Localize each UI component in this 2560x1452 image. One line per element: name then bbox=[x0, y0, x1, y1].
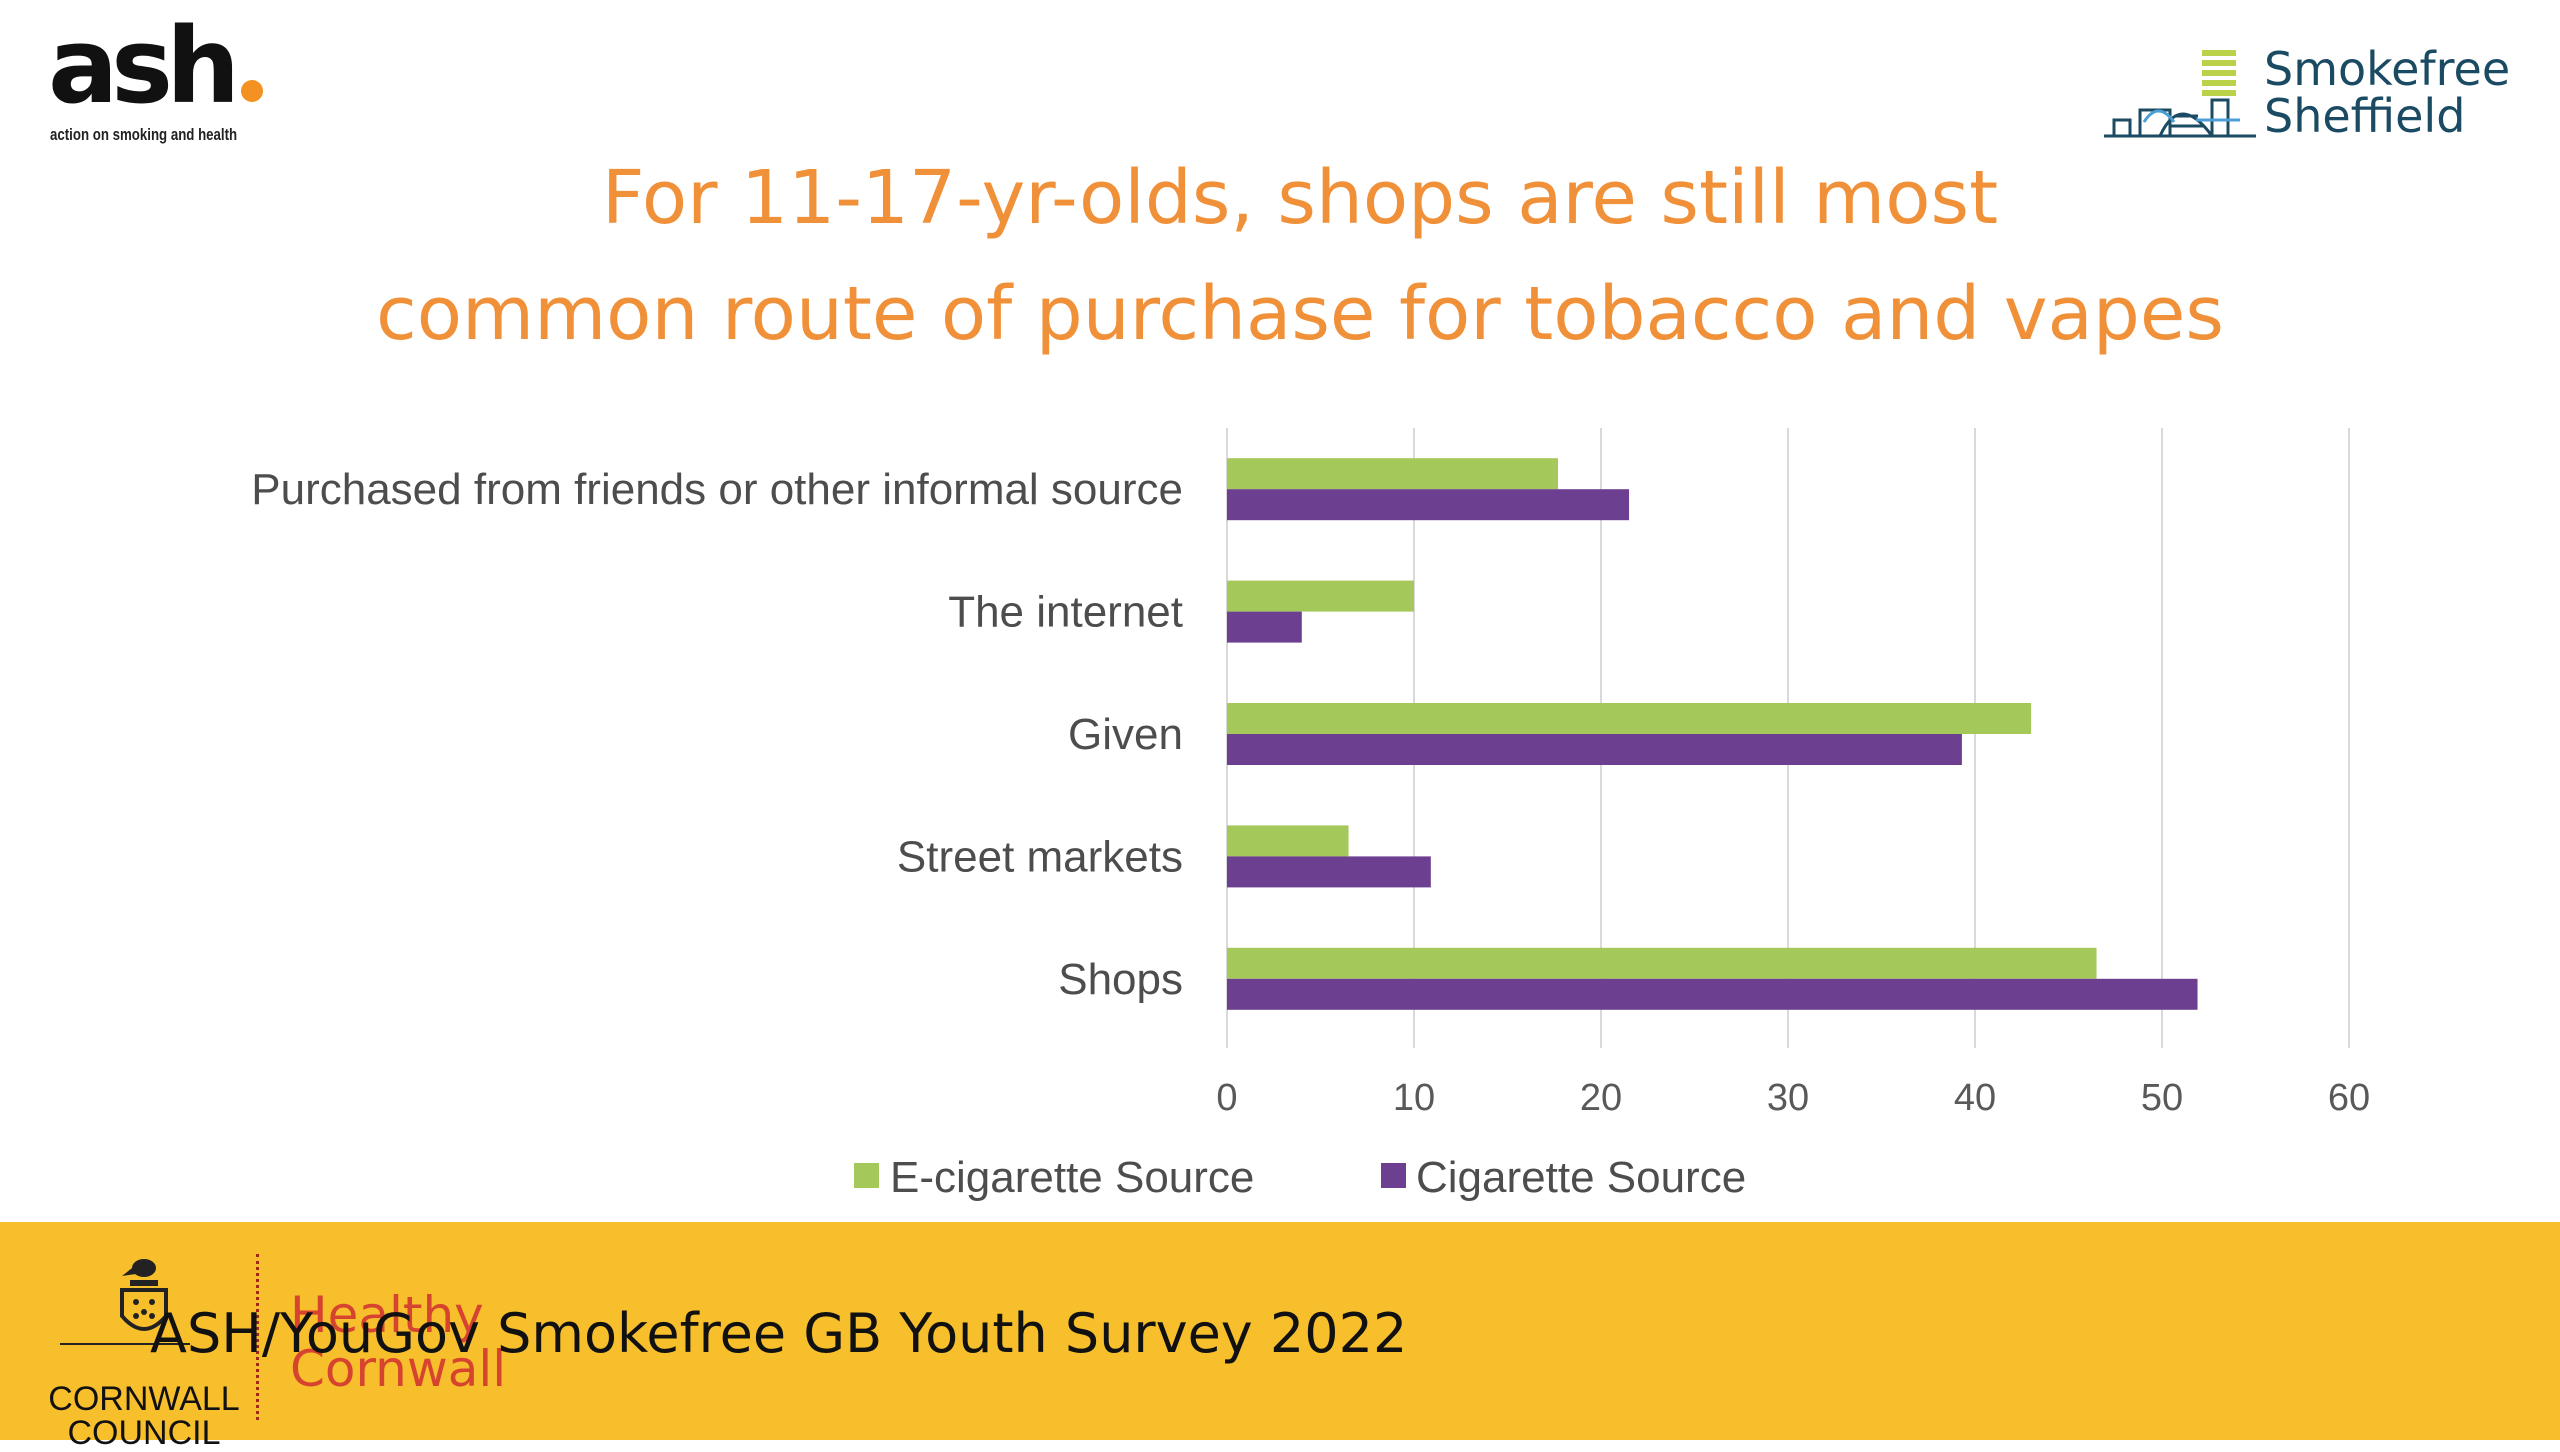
source-citation: ASH/YouGov Smokefree GB Youth Survey 202… bbox=[150, 1302, 1408, 1365]
healthy-cornwall-logo: Healthy Cornwall bbox=[290, 1288, 506, 1396]
bar-cigarette bbox=[1227, 856, 1431, 888]
cornwall-council-logo: CORNWALL COUNCIL bbox=[20, 1246, 260, 1450]
category-label: The internet bbox=[948, 588, 1183, 637]
category-label: Given bbox=[1068, 710, 1183, 759]
bar-cigarette bbox=[1227, 734, 1962, 765]
legend-label: E-cigarette Source bbox=[890, 1153, 1254, 1202]
chart-legend: E-cigarette Source Cigarette Source bbox=[854, 1153, 1746, 1202]
healthy-word: Healthy bbox=[290, 1286, 484, 1344]
ash-logo-tagline: action on smoking and health bbox=[50, 125, 238, 144]
bar-ecigarette bbox=[1227, 703, 2032, 734]
bar-ecigarette bbox=[1227, 947, 2097, 979]
legend-label: Cigarette Source bbox=[1416, 1153, 1746, 1202]
x-tick-label: 10 bbox=[1393, 1077, 1435, 1119]
bar-cigarette bbox=[1227, 489, 1630, 521]
x-tick-label: 40 bbox=[1954, 1077, 1996, 1119]
bar-cigarette bbox=[1227, 611, 1302, 643]
title-line-1: For 11-17-yr-olds, shops are still most bbox=[601, 155, 1999, 241]
cornwall-partner-word: Cornwall bbox=[290, 1340, 507, 1398]
chart-bars bbox=[1227, 458, 2198, 1010]
ash-logo: ash action on smoking and health bbox=[48, 14, 268, 152]
sheffield-word: Sheffield bbox=[2264, 89, 2466, 143]
footer-bar: CORNWALL COUNCIL Healthy Cornwall ASH/Yo… bbox=[0, 1222, 2560, 1450]
ash-logo-dot bbox=[241, 80, 264, 102]
bar-ecigarette bbox=[1227, 580, 1414, 612]
council-word: COUNCIL bbox=[67, 1414, 221, 1452]
x-tick-label: 30 bbox=[1767, 1077, 1809, 1119]
ash-logo-word: ash bbox=[48, 14, 264, 118]
x-tick-label: 20 bbox=[1580, 1077, 1622, 1119]
category-label: Purchased from friends or other informal… bbox=[251, 465, 1183, 514]
bar-ecigarette bbox=[1227, 458, 1558, 490]
x-tick-label: 60 bbox=[2328, 1077, 2370, 1119]
smokefree-word: Smokefree bbox=[2264, 42, 2511, 96]
x-tick-label: 50 bbox=[2141, 1077, 2183, 1119]
logo-divider bbox=[256, 1254, 259, 1420]
x-axis-tick-labels: 0 10 20 30 40 50 60 bbox=[1216, 1077, 2370, 1119]
smokefree-sheffield-logo: Smokefree Sheffield bbox=[2100, 40, 2520, 150]
smokefree-sheffield-wordmark: Smokefree Sheffield bbox=[2264, 46, 2510, 140]
bar-ecigarette bbox=[1227, 825, 1349, 857]
category-label: Street markets bbox=[897, 832, 1183, 881]
category-label: Shops bbox=[1058, 955, 1183, 1004]
bar-chart: Purchased from friends or other informal… bbox=[251, 428, 2370, 1202]
cornwall-crest-icon bbox=[60, 1259, 190, 1345]
x-tick-label: 0 bbox=[1216, 1077, 1237, 1119]
legend-swatch bbox=[1381, 1163, 1406, 1188]
category-labels: Purchased from friends or other informal… bbox=[251, 465, 1183, 1004]
bar-cigarette bbox=[1227, 978, 2198, 1010]
legend-swatch bbox=[854, 1163, 879, 1188]
title-line-2: common route of purchase for tobacco and… bbox=[376, 271, 2224, 357]
slide-title: For 11-17-yr-olds, shops are still most … bbox=[160, 140, 2440, 372]
cornwall-word: CORNWALL bbox=[48, 1380, 240, 1418]
sheffield-skyline-icon bbox=[2104, 50, 2256, 138]
